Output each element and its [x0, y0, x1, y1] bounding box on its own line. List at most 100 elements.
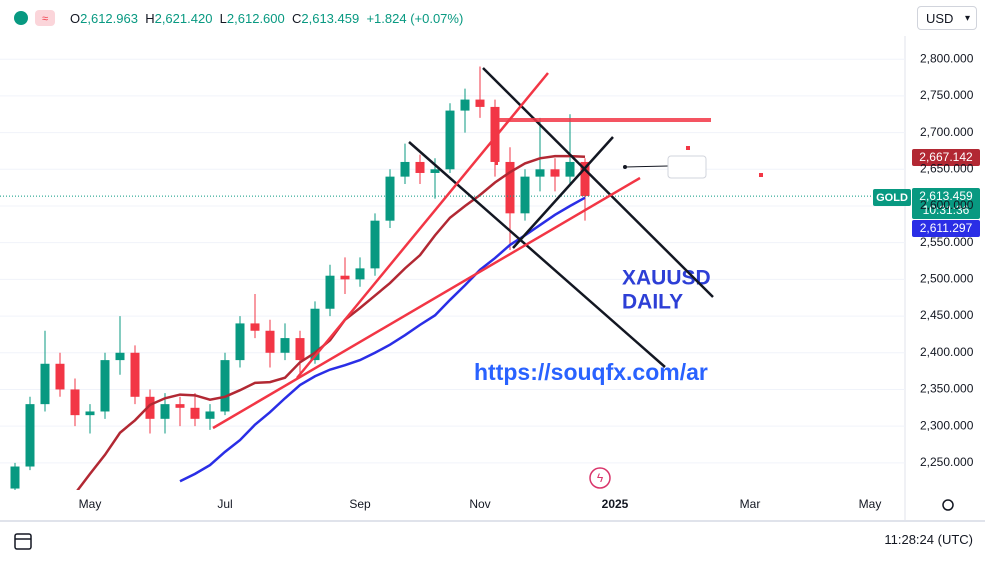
ohlc-value: 2,612.600: [226, 11, 285, 26]
settings-icon[interactable]: [942, 499, 954, 511]
price-tag: [912, 188, 980, 219]
currency: USD: [926, 11, 954, 26]
timeframe-label: DAILY: [622, 291, 683, 314]
y-tick-label: 2,800.000: [920, 51, 974, 65]
trend-line[interactable]: [212, 176, 641, 430]
resistance-zone[interactable]: [495, 118, 711, 122]
wave-icon[interactable]: [35, 10, 55, 26]
trend-line[interactable]: [482, 67, 714, 298]
trend-line[interactable]: [296, 72, 549, 379]
candle-body: [565, 161, 575, 177]
price-tags: 2,667.142 GOLD 2,613.459 10:31:36 2,611.…: [873, 149, 980, 237]
drawings: [212, 67, 763, 430]
ohlc-value: 2,621.420: [154, 11, 213, 26]
candle-body: [400, 161, 410, 177]
candle-body: [85, 411, 95, 416]
candle-body: [415, 161, 425, 173]
y-tick-label: 2,700.000: [920, 125, 974, 139]
candle-body: [535, 169, 545, 177]
ohlc-value: 2,613.459: [301, 11, 360, 26]
x-tick-label: 2025: [602, 497, 629, 511]
candle-body: [250, 323, 260, 331]
price-tag: [912, 220, 980, 237]
callout-box[interactable]: [667, 155, 707, 179]
candle-body: [340, 275, 350, 280]
candle-body: [460, 99, 470, 111]
marker[interactable]: [686, 146, 690, 150]
caret: ▾: [964, 13, 970, 24]
candle-body: [430, 169, 440, 173]
countdown-text: 10:31:36: [923, 203, 970, 217]
y-tick-label: 2,550.000: [920, 235, 974, 249]
x-tick-label: Jul: [217, 497, 232, 511]
candle-body: [235, 323, 245, 361]
wave-glyph: ≈: [42, 13, 48, 25]
ohlc-key: H: [145, 11, 155, 26]
clock: 11:28:24 (UTC): [884, 532, 973, 547]
moving-average: [179, 196, 586, 483]
candle-body: [205, 411, 215, 419]
y-tick-label: 2,350.000: [920, 382, 974, 396]
candle-body: [580, 161, 590, 197]
candle-body: [505, 161, 515, 214]
candle-body: [145, 396, 155, 419]
candle-body: [355, 268, 365, 280]
trend-line[interactable]: [408, 141, 666, 368]
marker[interactable]: [759, 173, 763, 177]
x-tick-label: Nov: [469, 497, 490, 511]
candle-body: [190, 407, 200, 419]
y-tick-label: 2,450.000: [920, 308, 974, 322]
callout-line: [624, 165, 669, 168]
chart: ????? XAUUSD DAILY https://souqfx.com/ar…: [0, 36, 980, 520]
ohlc-key: O: [70, 11, 81, 26]
ohlc-value: 2,612.963: [80, 11, 138, 26]
candle-body: [55, 363, 65, 390]
y-tick-label: 2,650.000: [920, 161, 974, 175]
candle-body: [70, 389, 80, 416]
candle-body: [130, 352, 140, 397]
currency-select[interactable]: USD ▾: [917, 6, 977, 30]
x-tick-label: May: [79, 497, 102, 511]
events-glyph: ϟ: [597, 471, 604, 485]
candle-body: [100, 360, 110, 412]
events-icon[interactable]: [589, 467, 611, 489]
candle-body: [175, 404, 185, 408]
calendar-icon[interactable]: [12, 529, 36, 553]
status-bar: 11:28:24 (UTC): [0, 520, 985, 562]
ohlc-key: C: [291, 11, 302, 26]
ohlc-readout: O2,612.963 H2,621.420 L2,612.600 C2,613.…: [70, 11, 463, 26]
candle-body: [280, 338, 290, 353]
candle-body: [520, 176, 530, 214]
symbol-tag-text: GOLD: [876, 192, 908, 204]
y-tick-label: 2,500.000: [920, 272, 974, 286]
x-tick-label: May: [859, 497, 882, 511]
url-label: https://souqfx.com/ar: [474, 359, 708, 385]
candle-body: [325, 275, 335, 309]
status-icons: ≈: [14, 10, 55, 26]
candle-body: [10, 466, 20, 489]
price-tag: [912, 149, 980, 166]
y-tick-label: 2,750.000: [920, 88, 974, 102]
candle-body: [445, 110, 455, 170]
price-tag-text: 2,667.142: [919, 150, 973, 164]
candle-body: [40, 363, 50, 405]
moving-average: [76, 154, 586, 490]
candle-body: [370, 220, 380, 269]
candle-body: [115, 352, 125, 361]
trend-line[interactable]: [512, 136, 614, 249]
ohlc-key: L: [219, 11, 227, 26]
change: +1.824 (+0.07%): [366, 11, 464, 26]
price-tag-text: 2,613.459: [919, 189, 973, 203]
candle-body: [220, 360, 230, 412]
y-tick-label: 2,400.000: [920, 345, 974, 359]
symbol-label: XAUUSD: [622, 267, 711, 290]
candle-body: [310, 308, 320, 361]
y-tick-label: 2,300.000: [920, 418, 974, 432]
candle-body: [160, 404, 170, 419]
x-tick-label: Mar: [740, 497, 761, 511]
y-tick-label: 2,250.000: [920, 455, 974, 469]
candle-body: [385, 176, 395, 221]
y-tick-label: 2,600.000: [920, 198, 974, 212]
candle-body: [475, 99, 485, 107]
